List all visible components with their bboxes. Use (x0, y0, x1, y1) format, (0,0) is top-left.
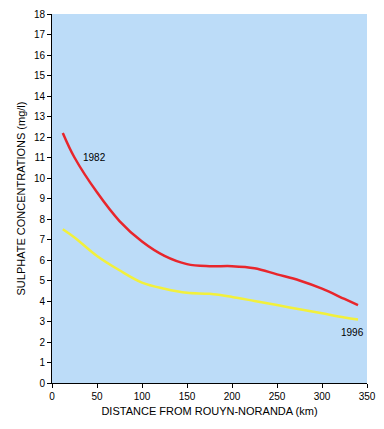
svg-text:16: 16 (34, 50, 46, 61)
svg-text:300: 300 (314, 391, 331, 402)
svg-text:100: 100 (134, 391, 151, 402)
svg-text:350: 350 (359, 391, 376, 402)
svg-text:15: 15 (34, 70, 46, 81)
svg-text:4: 4 (39, 296, 45, 307)
svg-text:8: 8 (39, 214, 45, 225)
svg-text:6: 6 (39, 255, 45, 266)
svg-text:150: 150 (179, 391, 196, 402)
svg-text:50: 50 (91, 391, 103, 402)
svg-text:10: 10 (34, 173, 46, 184)
svg-text:SULPHATE CONCENTRATIONS (mg/l): SULPHATE CONCENTRATIONS (mg/l) (15, 102, 27, 296)
svg-text:0: 0 (49, 391, 55, 402)
svg-text:7: 7 (39, 234, 45, 245)
svg-text:1982: 1982 (83, 152, 106, 163)
svg-text:DISTANCE FROM ROUYN-NORANDA (k: DISTANCE FROM ROUYN-NORANDA (km) (101, 405, 317, 417)
svg-text:250: 250 (269, 391, 286, 402)
svg-text:2: 2 (39, 337, 45, 348)
svg-text:18: 18 (34, 9, 46, 20)
svg-text:5: 5 (39, 275, 45, 286)
svg-text:13: 13 (34, 111, 46, 122)
svg-text:1996: 1996 (341, 327, 364, 338)
svg-text:14: 14 (34, 91, 46, 102)
svg-text:1: 1 (39, 357, 45, 368)
svg-text:200: 200 (224, 391, 241, 402)
svg-text:12: 12 (34, 132, 46, 143)
svg-text:3: 3 (39, 316, 45, 327)
svg-text:11: 11 (35, 152, 46, 163)
svg-text:17: 17 (34, 29, 46, 40)
svg-text:0: 0 (39, 378, 45, 389)
svg-text:9: 9 (39, 193, 45, 204)
